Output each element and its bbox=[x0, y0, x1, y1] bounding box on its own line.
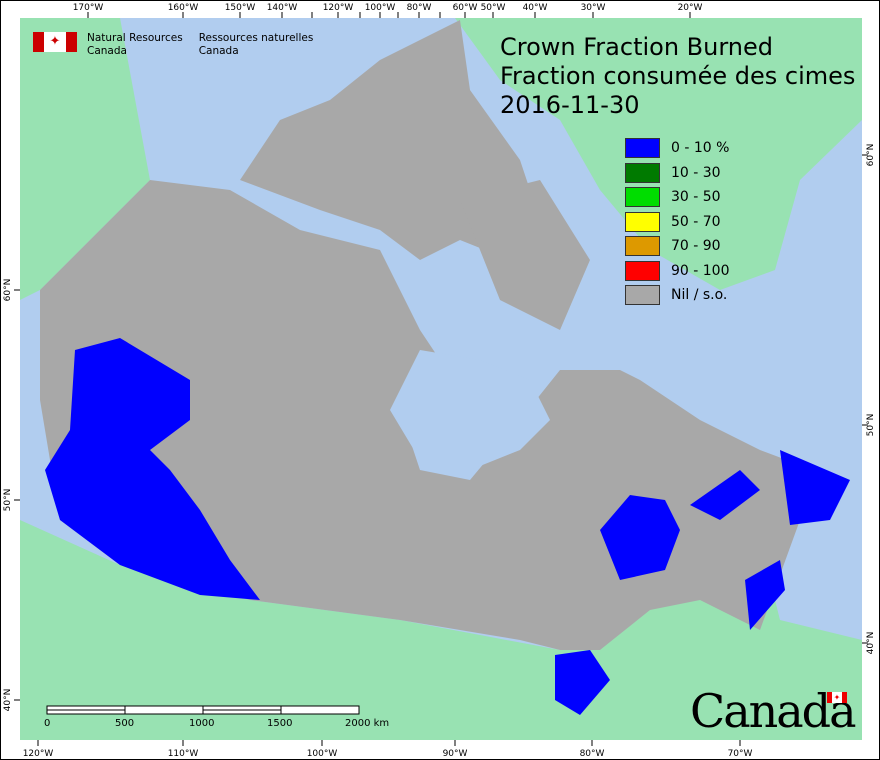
legend-label: 70 - 90 bbox=[671, 238, 721, 255]
axis-label-top: 160°W bbox=[168, 3, 199, 13]
org-fr-line2: Canada bbox=[198, 45, 239, 57]
legend-label: 10 - 30 bbox=[671, 164, 721, 181]
wordmark-flag-icon: ✦ bbox=[827, 692, 847, 703]
legend-swatch bbox=[625, 211, 660, 232]
title-en: Crown Fraction Burned bbox=[500, 33, 774, 61]
axis-label-bottom: 110°W bbox=[168, 749, 199, 759]
legend-item: 0 - 10 % bbox=[625, 136, 730, 161]
org-fr-line1: Ressources naturelles bbox=[198, 32, 314, 44]
axis-label-bottom: 120°W bbox=[23, 749, 54, 759]
axis-label-left: 40°N bbox=[3, 689, 13, 712]
scale-label: 1500 bbox=[267, 718, 293, 729]
title-date: 2016-11-30 bbox=[500, 91, 640, 119]
legend-item: 70 - 90 bbox=[625, 234, 730, 259]
axis-label-bottom: 70°W bbox=[728, 749, 753, 759]
axis-label-right: 60°N bbox=[866, 144, 876, 167]
legend-item: 30 - 50 bbox=[625, 185, 730, 210]
legend-swatch bbox=[625, 138, 660, 159]
axis-label-bottom: 80°W bbox=[580, 749, 605, 759]
scale-bar bbox=[46, 705, 360, 715]
legend-item: Nil / s.o. bbox=[625, 283, 730, 308]
title-fr: Fraction consumée des cimes bbox=[500, 62, 856, 90]
legend-swatch bbox=[625, 187, 660, 208]
axis-label-top: 100°W bbox=[365, 3, 396, 13]
fire-area-west bbox=[45, 338, 260, 600]
legend-swatch bbox=[625, 285, 660, 306]
graticule-ticks: 170°W 160°W 150°W 140°W 120°W 100°W 80°W 60°W 50… bbox=[3, 3, 876, 759]
axis-label-left: 50°N bbox=[3, 489, 13, 512]
united-states bbox=[20, 520, 862, 740]
nrcan-signature: ✦ Natural Resources Canada Ressources nat… bbox=[33, 32, 313, 58]
legend-swatch bbox=[625, 236, 660, 257]
hudson-bay bbox=[390, 350, 550, 470]
axis-label-right: 50°N bbox=[866, 414, 876, 437]
baffin-island bbox=[460, 180, 590, 330]
legend-swatch bbox=[625, 260, 660, 281]
legend-label: Nil / s.o. bbox=[671, 287, 728, 304]
fire-area-labrador bbox=[690, 470, 760, 520]
axis-label-top: 30°W bbox=[581, 3, 606, 13]
fire-area-quebec bbox=[600, 495, 680, 580]
legend-label: 30 - 50 bbox=[671, 189, 721, 206]
fire-area-ontario bbox=[555, 650, 610, 715]
legend-label: 90 - 100 bbox=[671, 262, 730, 279]
scale-label: 500 bbox=[115, 718, 135, 729]
org-en-line2: Canada bbox=[87, 45, 127, 57]
alaska bbox=[20, 18, 150, 300]
legend-label: 0 - 10 % bbox=[671, 140, 730, 157]
axis-label-bottom: 100°W bbox=[307, 749, 338, 759]
org-en-line1: Natural Resources bbox=[87, 32, 183, 44]
legend-label: 50 - 70 bbox=[671, 213, 721, 230]
axis-label-left: 60°N bbox=[3, 279, 13, 302]
axis-label-top: 60°W bbox=[453, 3, 478, 13]
canada-flag-icon: ✦ bbox=[33, 32, 77, 52]
scale-label: 1000 bbox=[189, 718, 215, 729]
axis-label-top: 80°W bbox=[407, 3, 432, 13]
axis-label-top: 40°W bbox=[523, 3, 548, 13]
legend-swatch bbox=[625, 162, 660, 183]
axis-label-top: 120°W bbox=[323, 3, 354, 13]
axis-label-top: 20°W bbox=[678, 3, 703, 13]
axis-label-top: 140°W bbox=[267, 3, 298, 13]
legend: 0 - 10 % 10 - 30 30 - 50 50 - 70 70 - 90 90 -… bbox=[625, 136, 730, 308]
axis-label-top: 170°W bbox=[73, 3, 104, 13]
legend-item: 90 - 100 bbox=[625, 259, 730, 284]
scale-label: 0 bbox=[44, 718, 51, 729]
legend-item: 10 - 30 bbox=[625, 161, 730, 186]
fire-area-newfoundland bbox=[780, 450, 850, 525]
axis-label-top: 50°W bbox=[481, 3, 506, 13]
axis-label-bottom: 90°W bbox=[443, 749, 468, 759]
legend-item: 50 - 70 bbox=[625, 210, 730, 235]
map-title: Crown Fraction Burned Fraction consumée … bbox=[500, 33, 855, 120]
fire-area-maritimes bbox=[745, 560, 785, 630]
scale-label: 2000 km bbox=[345, 718, 390, 729]
axis-label-right: 40°N bbox=[866, 632, 876, 655]
axis-label-top: 150°W bbox=[225, 3, 256, 13]
